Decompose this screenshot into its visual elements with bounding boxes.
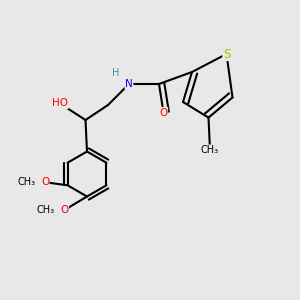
Text: S: S <box>223 47 230 61</box>
Text: O: O <box>60 205 69 215</box>
Text: HO: HO <box>52 98 68 109</box>
Text: H: H <box>112 68 119 78</box>
Text: N: N <box>125 79 133 89</box>
Text: CH₃: CH₃ <box>37 205 55 215</box>
Text: CH₃: CH₃ <box>201 145 219 155</box>
Text: CH₃: CH₃ <box>17 177 35 187</box>
Text: O: O <box>41 177 49 187</box>
Text: O: O <box>159 107 168 118</box>
